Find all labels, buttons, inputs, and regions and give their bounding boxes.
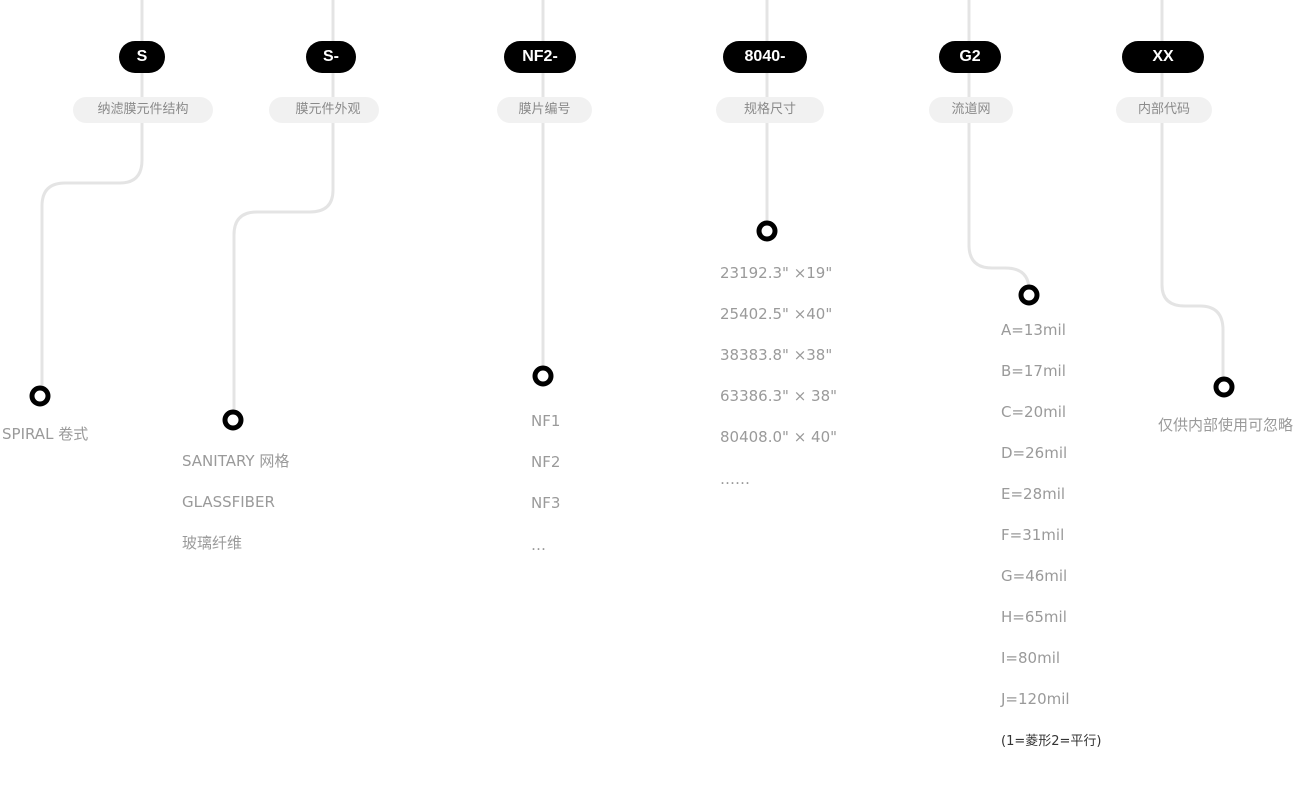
list-item: 玻璃纤维 [182,534,243,552]
code-pill-nf2: NF2- [504,41,576,73]
channel-net-note: (1=菱形2=平行) [1001,734,1102,749]
connector-xx [1160,0,1225,381]
list-item: F=31mil [1001,526,1065,544]
list-item: NF1 [531,412,561,430]
list-item: I=80mil [1001,649,1061,667]
label-membrane-no: 膜片编号 [497,97,592,123]
list-item: SPIRAL 卷式 [2,425,89,443]
list-item: NF3 [531,494,561,512]
code-pill-s-dash: S- [306,41,356,73]
list-item: GLASSFIBER [182,493,275,511]
connector-s [40,0,144,390]
list-item: H=65mil [1001,608,1067,626]
code-pill-8040: 8040- [723,41,807,73]
label-structure: 纳滤膜元件结构 [73,97,213,123]
connector-g2 [967,0,1031,291]
label-channel-net: 流道网 [929,97,1013,123]
node-dot [222,409,244,431]
list-item: 38383.8" ×38" [720,346,833,364]
list-item: 23192.3" ×19" [720,264,833,282]
code-pill-xx: XX [1122,41,1204,73]
list-item: A=13mil [1001,321,1066,339]
list-item: C=20mil [1001,403,1067,421]
list-item: 仅供内部使用可忽略 [1158,416,1294,434]
list-item: E=28mil [1001,485,1066,503]
list-item: NF2 [531,453,561,471]
connector-s-dash [232,0,335,414]
label-internal-code: 内部代码 [1116,97,1212,123]
list-item: 80408.0" × 40" [720,428,838,446]
list-item: … [531,536,546,554]
list-item: SANITARY 网格 [182,452,290,470]
code-pill-g2: G2 [939,41,1001,73]
list-item: …… [720,470,750,488]
node-dot [1213,376,1235,398]
node-dot [756,220,778,242]
code-pill-s: S [119,41,165,73]
list-item: 25402.5" ×40" [720,305,833,323]
node-dot [29,385,51,407]
label-size: 规格尺寸 [716,97,824,123]
list-item: B=17mil [1001,362,1066,380]
node-dot [532,365,554,387]
label-appearance: 膜元件外观 [269,97,379,123]
list-item: G=46mil [1001,567,1068,585]
node-dot [1018,284,1040,306]
list-item: J=120mil [1001,690,1070,708]
list-item: 63386.3" × 38" [720,387,838,405]
list-item: D=26mil [1001,444,1068,462]
